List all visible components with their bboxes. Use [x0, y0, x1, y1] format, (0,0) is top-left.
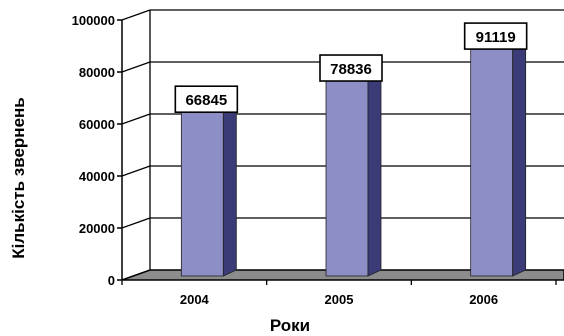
y-tick-label: 40000 [79, 169, 115, 184]
data-label: 91119 [463, 22, 528, 50]
y-tick-label: 100000 [72, 13, 115, 28]
bar-side [512, 36, 527, 277]
data-label: 78836 [319, 54, 383, 82]
bar [180, 99, 237, 277]
bar-front [470, 42, 514, 277]
data-label: 66845 [174, 85, 239, 114]
data-label-text: 66845 [185, 92, 227, 109]
y-tick-label: 60000 [79, 117, 115, 132]
data-labels: 66845 78836 91119 [174, 22, 528, 114]
data-label-box [319, 54, 383, 82]
gridline-diagonal [121, 113, 151, 125]
data-label-text: 91119 [476, 29, 516, 46]
y-tick-label: 80000 [79, 65, 115, 80]
bar-front [325, 74, 369, 277]
x-tick-label: 2004 [180, 292, 210, 307]
data-label-text: 78836 [330, 61, 372, 78]
bar [325, 68, 382, 277]
y-axis: 0 20000 40000 60000 80000 100000 [72, 10, 151, 288]
bar-front [180, 105, 224, 277]
gridline-diagonal [121, 9, 151, 21]
bar-side [222, 99, 237, 277]
bar [470, 36, 527, 277]
data-label-box [174, 85, 239, 114]
gridline-diagonal [121, 217, 151, 229]
y-axis-title: Кількість звернень [9, 97, 28, 259]
x-tick-label: 2006 [469, 292, 498, 307]
y-tick-label: 0 [108, 273, 115, 288]
x-axis-title: Роки [270, 316, 310, 335]
x-tick-label: 2005 [325, 292, 354, 307]
x-axis-ticks: 2004 2005 2006 [121, 280, 557, 307]
bar-side [367, 68, 382, 277]
data-label-box [463, 22, 528, 50]
y-tick-label: 20000 [79, 221, 115, 236]
gridline-diagonal [121, 61, 151, 73]
gridline-diagonal [121, 165, 151, 177]
bars [180, 36, 527, 277]
